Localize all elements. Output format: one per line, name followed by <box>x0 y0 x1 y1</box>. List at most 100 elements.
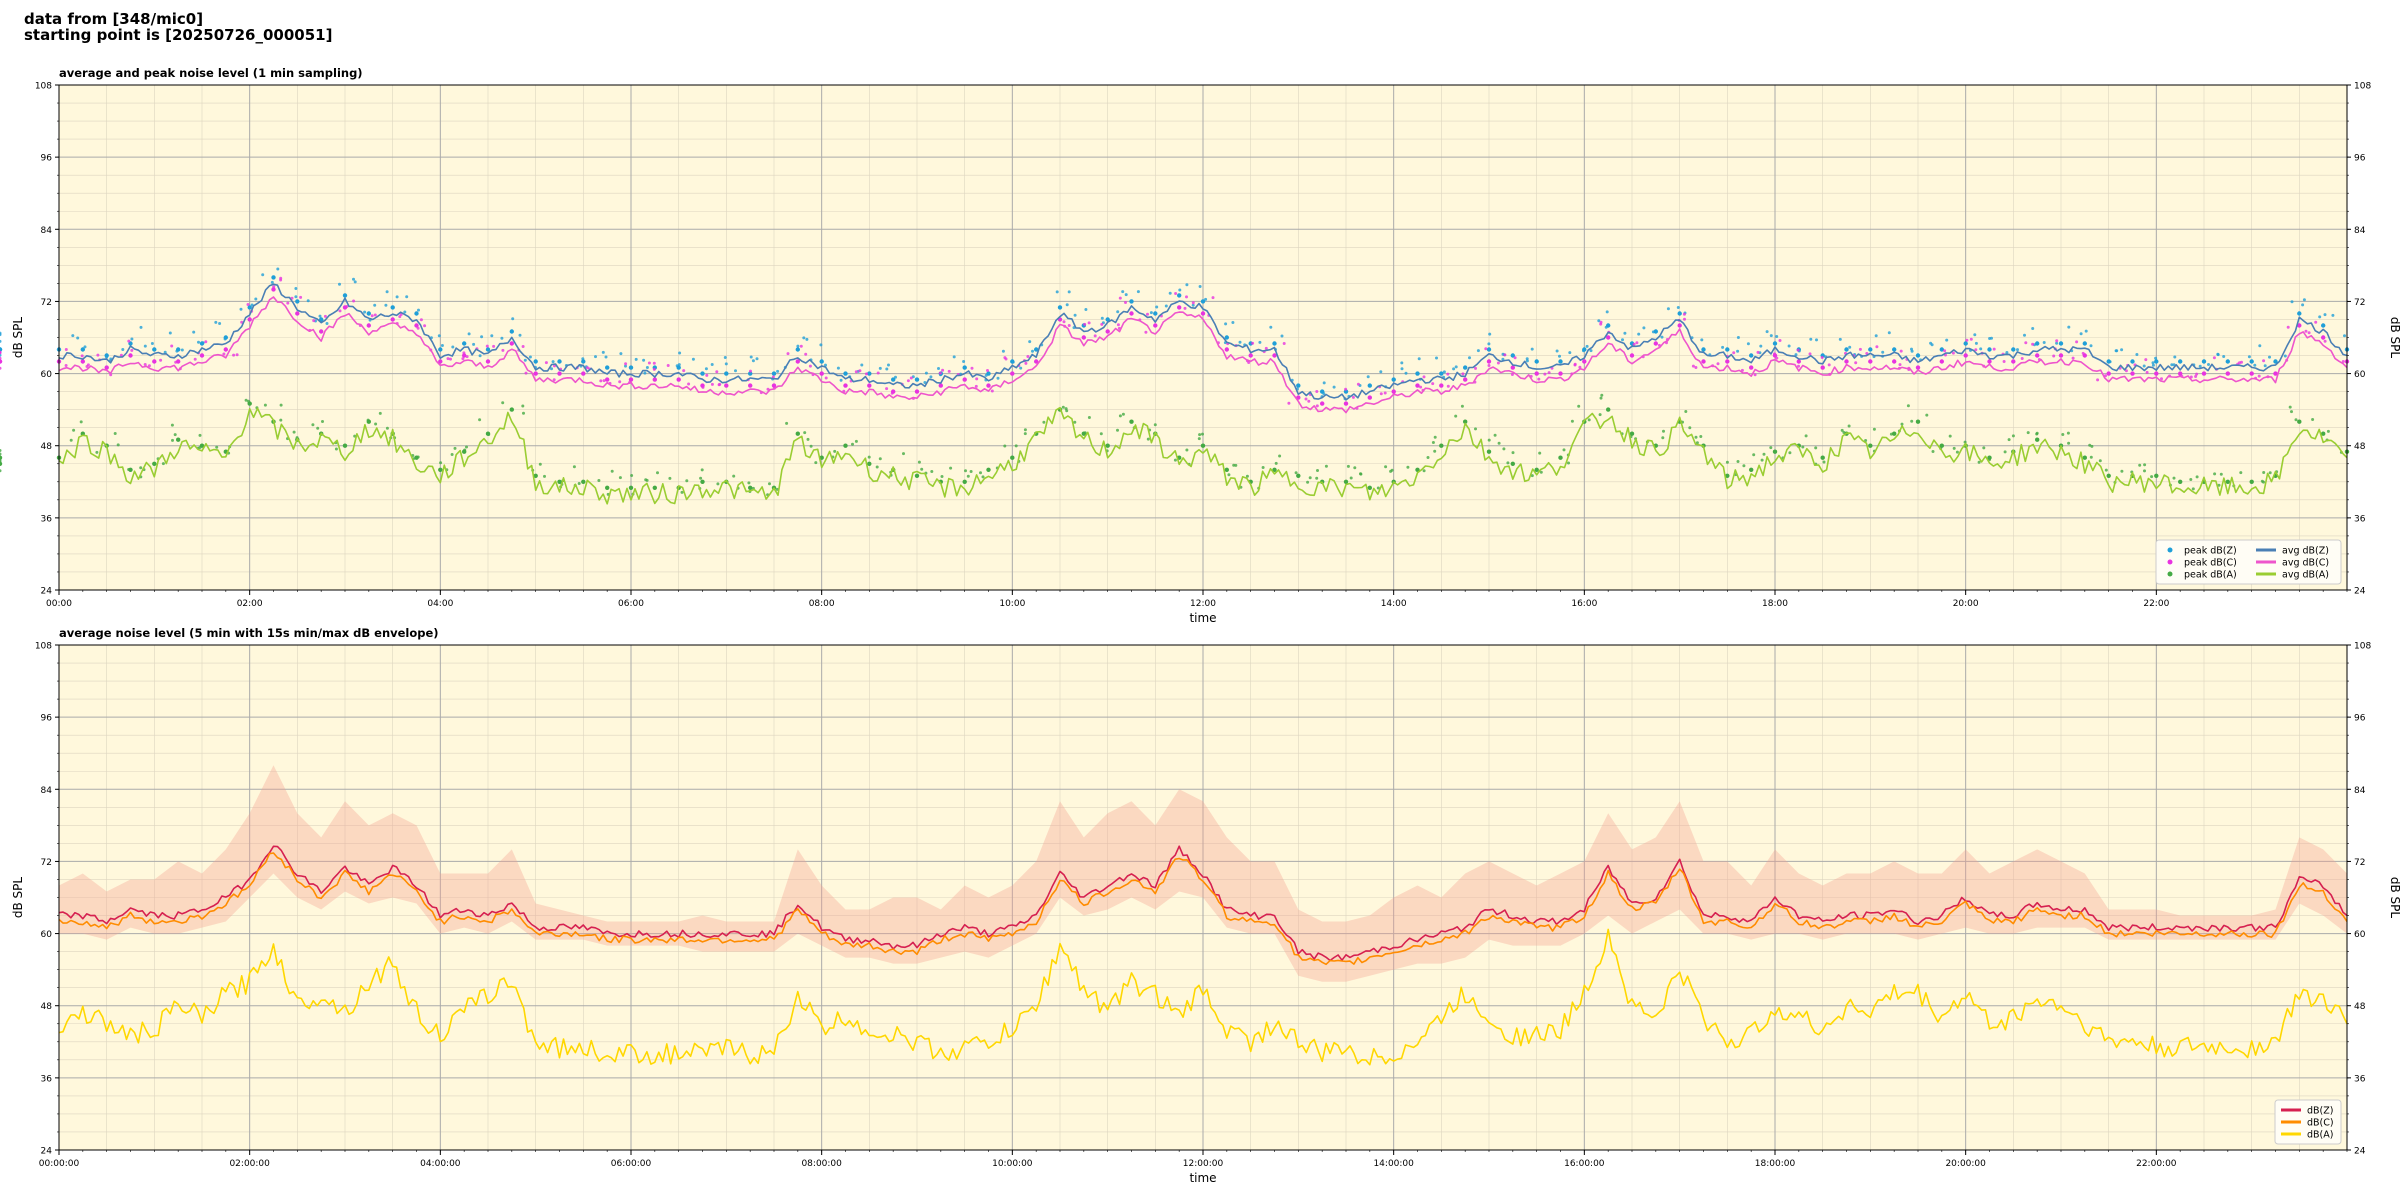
data-point-jitter <box>1788 451 1792 455</box>
data-point <box>843 443 848 448</box>
data-point <box>581 359 586 364</box>
data-point <box>914 473 920 478</box>
data-point <box>2011 359 2016 364</box>
data-point-jitter <box>1426 456 1430 459</box>
legend-label: avg dB(A) <box>2282 570 2329 581</box>
data-point-jitter <box>490 334 494 338</box>
data-point-jitter <box>0 356 2 360</box>
data-point <box>80 359 86 364</box>
data-point-jitter <box>2191 487 2195 491</box>
data-point-jitter <box>1809 337 1813 341</box>
data-point-jitter <box>2011 434 2015 438</box>
data-point-jitter <box>1204 297 1208 301</box>
data-point-jitter <box>1315 476 1319 480</box>
data-point-jitter <box>451 345 455 349</box>
y-tick-label-right: 72 <box>2354 858 2365 868</box>
data-point-jitter <box>2331 313 2335 317</box>
data-point-jitter <box>299 295 303 299</box>
data-point-jitter <box>1307 399 1311 403</box>
data-point <box>533 473 538 478</box>
data-point <box>986 383 991 388</box>
data-point-jitter <box>1087 416 1091 419</box>
y-tick-label: 60 <box>41 930 53 940</box>
data-point-jitter <box>2096 378 2100 382</box>
legend-label: avg dB(C) <box>2282 558 2329 569</box>
data-point-jitter <box>643 371 647 375</box>
x-tick-label: 18:00:00 <box>1755 1159 1796 1169</box>
data-point-jitter <box>1568 351 1572 355</box>
data-point <box>1367 485 1373 490</box>
data-point-jitter <box>1185 283 1189 287</box>
data-point-jitter <box>1191 301 1195 305</box>
data-point-jitter <box>553 364 556 368</box>
data-point-jitter <box>2003 450 2007 454</box>
data-point <box>2106 473 2111 478</box>
y-tick-label: 48 <box>41 442 53 452</box>
data-point <box>366 311 371 316</box>
data-point-jitter <box>941 368 945 372</box>
data-point <box>271 287 276 292</box>
data-point-jitter <box>1599 396 1603 400</box>
data-point-jitter <box>645 366 649 369</box>
data-point-jitter <box>2090 444 2094 448</box>
data-point <box>1725 347 1730 352</box>
data-point-jitter <box>1144 330 1148 334</box>
data-point-jitter <box>1282 342 1286 345</box>
data-point-jitter <box>168 331 172 335</box>
y-tick-label-right: 60 <box>2354 930 2366 940</box>
data-point-jitter <box>143 344 147 348</box>
x-tick-label: 06:00:00 <box>611 1159 652 1169</box>
data-point-jitter <box>1238 340 1242 344</box>
data-point-jitter <box>127 339 131 343</box>
data-point-jitter <box>586 366 589 370</box>
data-point <box>2035 341 2040 346</box>
data-point-jitter <box>1185 295 1188 299</box>
data-point-jitter <box>2323 313 2327 317</box>
x-tick-label: 10:00:00 <box>992 1159 1033 1169</box>
series-line-avg-db-c <box>58 296 2348 414</box>
data-point-jitter <box>969 470 973 473</box>
data-point-jitter <box>1840 428 1844 432</box>
data-point <box>1963 353 1968 358</box>
data-point-jitter <box>80 354 84 358</box>
data-point-jitter <box>858 369 862 373</box>
y-tick-label: 36 <box>41 1074 53 1084</box>
data-point-jitter <box>768 482 771 486</box>
data-point-jitter <box>175 349 179 353</box>
data-point-jitter <box>1775 356 1779 360</box>
y-tick-label-right: 108 <box>2354 82 2371 92</box>
series-line-avg-db-a <box>58 406 2348 505</box>
x-tick-label: 16:00 <box>1571 599 1597 609</box>
data-point-jitter <box>902 452 905 456</box>
data-point-jitter <box>2247 355 2251 359</box>
data-point <box>605 377 610 382</box>
data-point-jitter <box>949 466 953 470</box>
y-axis-label: dB SPL <box>11 877 25 919</box>
data-point <box>1987 359 1992 364</box>
data-point-jitter <box>159 358 163 362</box>
data-point-jitter <box>924 371 928 375</box>
data-point-jitter <box>121 348 125 351</box>
data-point-jitter <box>2079 332 2083 336</box>
data-point-jitter <box>316 426 320 430</box>
y-tick-label: 60 <box>41 370 53 380</box>
data-point-jitter <box>1011 360 1015 364</box>
data-point-jitter <box>2304 329 2308 333</box>
data-point-jitter <box>2023 333 2026 337</box>
data-point <box>295 299 300 304</box>
data-point <box>1153 323 1158 328</box>
data-point-jitter <box>170 344 174 348</box>
data-point-jitter <box>419 318 423 322</box>
data-point-jitter <box>1093 334 1097 338</box>
data-point-jitter <box>478 354 482 358</box>
data-point <box>1486 347 1492 352</box>
data-point-jitter <box>1261 466 1265 469</box>
data-point-jitter <box>405 295 409 299</box>
data-point-jitter <box>1642 326 1646 330</box>
data-point <box>2035 437 2040 442</box>
data-point-jitter <box>1431 441 1435 444</box>
data-point-jitter <box>218 322 222 325</box>
data-point-jitter <box>1842 431 1846 434</box>
data-point <box>199 353 205 358</box>
data-point-jitter <box>352 277 355 281</box>
